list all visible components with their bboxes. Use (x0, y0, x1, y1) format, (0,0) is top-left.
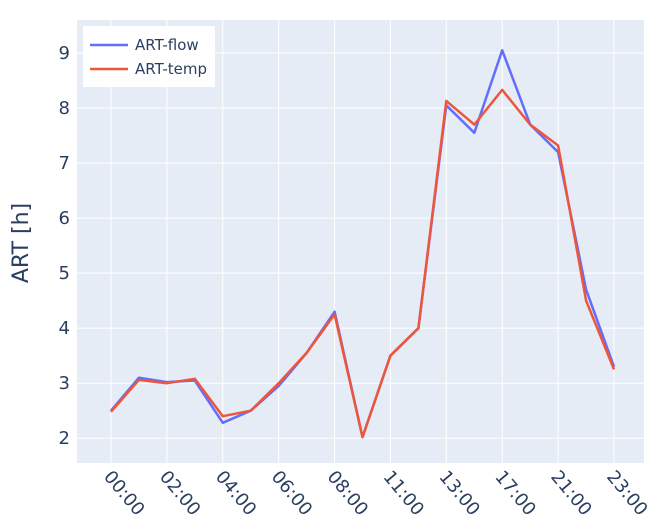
series-line (110, 88, 616, 439)
x-tick-label: 13:00 (435, 467, 484, 520)
y-tick-label: 6 (59, 208, 70, 229)
x-axis-ticks: 00:00 02:00 04:00 06:00 08:00 11:00 13:00 17:00… (99, 467, 651, 520)
plot-area (77, 20, 644, 463)
y-tick-label: 5 (59, 263, 70, 284)
y-tick-label: 4 (59, 318, 70, 339)
legend-label: ART-temp (135, 60, 207, 78)
y-axis-title: ART [h] (9, 203, 34, 283)
y-tick-label: 2 (59, 428, 70, 449)
y-axis-ticks: 2 3 4 5 6 7 8 9 (59, 43, 70, 449)
y-tick-label: 9 (59, 43, 70, 64)
x-tick-label: 02:00 (155, 467, 204, 520)
x-tick-label: 21:00 (546, 467, 595, 520)
y-tick-label: 8 (59, 98, 70, 119)
legend-box (83, 26, 215, 87)
x-tick-label: 17:00 (490, 467, 539, 520)
x-tick-label: 04:00 (211, 467, 260, 520)
legend-label: ART-flow (135, 36, 199, 54)
y-tick-label: 7 (59, 153, 70, 174)
legend: ART-flow ART-temp (83, 26, 215, 87)
y-tick-label: 3 (59, 373, 70, 394)
x-tick-label: 11:00 (379, 467, 428, 520)
x-tick-label: 00:00 (99, 467, 148, 520)
x-tick-label: 08:00 (323, 467, 372, 520)
x-tick-label: 06:00 (267, 467, 316, 520)
x-tick-label: 23:00 (602, 467, 651, 520)
series-layer (110, 49, 616, 439)
